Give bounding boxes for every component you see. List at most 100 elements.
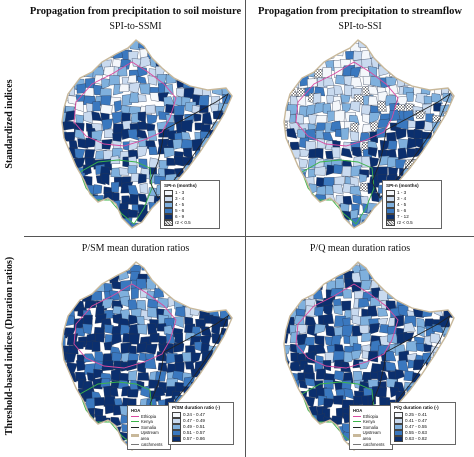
catchment-cell — [101, 298, 114, 310]
catchment-cell — [40, 51, 50, 60]
catchment-cell — [414, 452, 425, 454]
catchment-cell — [176, 450, 188, 454]
catchment-cell — [368, 323, 380, 335]
catchment-cell — [262, 441, 272, 452]
catchment-cell — [413, 289, 425, 302]
catchment-cell — [422, 43, 433, 53]
catchment-cell — [102, 449, 113, 450]
catchment-cell — [75, 405, 86, 415]
catchment-cell — [287, 385, 299, 398]
catchment-cell — [222, 40, 232, 41]
catchment-cell — [385, 361, 397, 372]
catchment-cell — [217, 262, 228, 272]
catchment-cell — [203, 154, 215, 166]
catchment-cell — [385, 451, 396, 454]
catchment-cell — [199, 40, 210, 41]
catchment-cell — [264, 115, 273, 124]
catchment-cell — [47, 174, 56, 185]
hoa-item: Kenya — [141, 419, 153, 425]
catchment-cell — [458, 120, 462, 130]
catchment-cell — [425, 282, 437, 291]
catchment-cell — [332, 40, 342, 43]
catchment-cell — [210, 139, 221, 149]
catchment-cell — [64, 405, 75, 417]
catchment-cell — [424, 262, 437, 275]
catchment-cell — [286, 49, 297, 59]
catchment-cell — [40, 317, 49, 327]
catchment-cell — [460, 406, 462, 416]
catchment-cell — [99, 42, 112, 53]
catchment-cell — [453, 60, 454, 70]
catchment-cell — [413, 298, 424, 308]
catchment-cell — [397, 147, 408, 160]
catchment-cell — [228, 56, 232, 67]
upstream-outline — [283, 39, 455, 229]
catchment-cell — [198, 262, 211, 264]
catchment-cell — [321, 67, 332, 79]
catchment-cell — [226, 211, 232, 223]
hoa-item: Ethiopia — [363, 413, 379, 419]
catchment-cell — [68, 229, 79, 232]
catchment-cell — [448, 110, 454, 122]
catchment-cell — [331, 40, 343, 50]
catchment-cell — [460, 159, 462, 168]
catchment-cell — [137, 146, 148, 158]
catchment-cell — [101, 229, 110, 232]
catchment-cell — [40, 120, 47, 130]
catchment-cell — [95, 332, 105, 343]
catchment-cell — [449, 49, 454, 61]
catchment-cell — [171, 281, 183, 294]
catchment-cell — [451, 326, 454, 338]
catchment-cell — [41, 363, 50, 374]
catchment-cell — [147, 323, 158, 335]
catchment-cell — [225, 279, 232, 290]
catchment-cell — [397, 60, 410, 70]
ethiopia-border — [73, 61, 177, 147]
catchment-cell — [441, 192, 451, 205]
catchment-cell — [62, 389, 70, 402]
catchment-cell — [442, 60, 452, 70]
catchment-cell — [66, 289, 77, 300]
catchment-cell — [322, 40, 336, 44]
catchment-cell — [298, 262, 309, 263]
catchment-cell — [218, 159, 229, 170]
catchment-cell — [262, 193, 272, 204]
catchment-cell — [284, 222, 290, 228]
catchment-cell — [175, 50, 186, 63]
catchment-cell — [62, 156, 68, 165]
catchment-cell — [62, 416, 71, 428]
catchment-cell — [406, 262, 417, 263]
catchment-cell — [156, 297, 170, 309]
legend-item: 5 - 6 — [175, 208, 185, 213]
catchment-cell — [46, 326, 58, 336]
catchment-cell — [91, 424, 102, 436]
catchment-cell — [441, 359, 454, 371]
catchment-cell — [341, 166, 354, 177]
vertical-divider — [245, 0, 246, 457]
catchment-cell — [313, 432, 324, 445]
hoa-item: Somalia — [141, 424, 157, 430]
catchment-cell — [212, 388, 223, 400]
catchment-cell — [140, 262, 151, 264]
catchment-cell — [350, 76, 363, 88]
catchment-cell — [217, 370, 228, 380]
catchment-cell — [323, 398, 335, 409]
catchment-cell — [48, 405, 58, 414]
catchment-cell — [416, 263, 426, 276]
catchment-cell — [272, 297, 282, 307]
catchment-cell — [315, 344, 327, 354]
catchment-cell — [77, 41, 89, 52]
catchment-cell — [287, 262, 296, 265]
legend-item: 3 - 4 — [397, 196, 407, 201]
catchment-cell — [193, 296, 204, 307]
catchment-cell — [270, 255, 282, 266]
catchment-cell — [74, 440, 86, 450]
catchment-cell — [341, 449, 353, 450]
catchment-cell — [415, 110, 426, 120]
catchment-cell — [41, 105, 52, 113]
catchment-cell — [284, 184, 292, 198]
legend-item: 7 - 12 — [397, 214, 409, 219]
hoa-item: catchments — [363, 441, 385, 447]
catchment-cell — [65, 212, 77, 221]
catchment-cell — [92, 450, 103, 454]
